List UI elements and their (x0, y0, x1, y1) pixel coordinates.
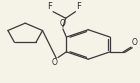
Text: O: O (132, 38, 137, 47)
Text: O: O (60, 20, 66, 28)
Text: O: O (52, 58, 57, 67)
Text: F: F (77, 2, 81, 11)
Text: F: F (47, 2, 52, 11)
